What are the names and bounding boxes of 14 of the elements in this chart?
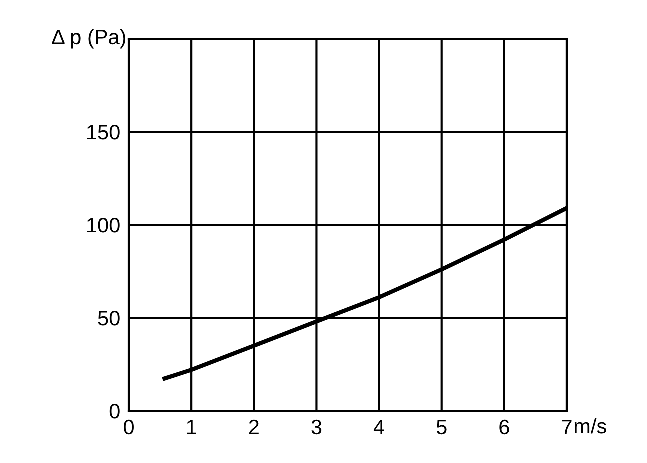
x-axis-title: m/s [574,418,606,434]
x-tick-label: 4 [374,420,384,434]
y-tick-label: 150 [88,125,120,140]
x-tick-label: 0 [124,420,134,435]
y-tick-label: 0 [110,404,120,419]
y-axis-title: Δ p (Pa) [52,29,126,49]
x-tick-label: 2 [249,420,259,434]
x-tick-label: 5 [436,420,447,435]
x-tick-label: 6 [500,420,510,435]
x-tick-label: 3 [312,420,322,435]
x-tick-label: 1 [187,420,196,434]
y-tick-label: 50 [98,311,120,326]
y-tick-label: 100 [88,218,120,233]
x-tick-label: 7 [562,420,572,434]
